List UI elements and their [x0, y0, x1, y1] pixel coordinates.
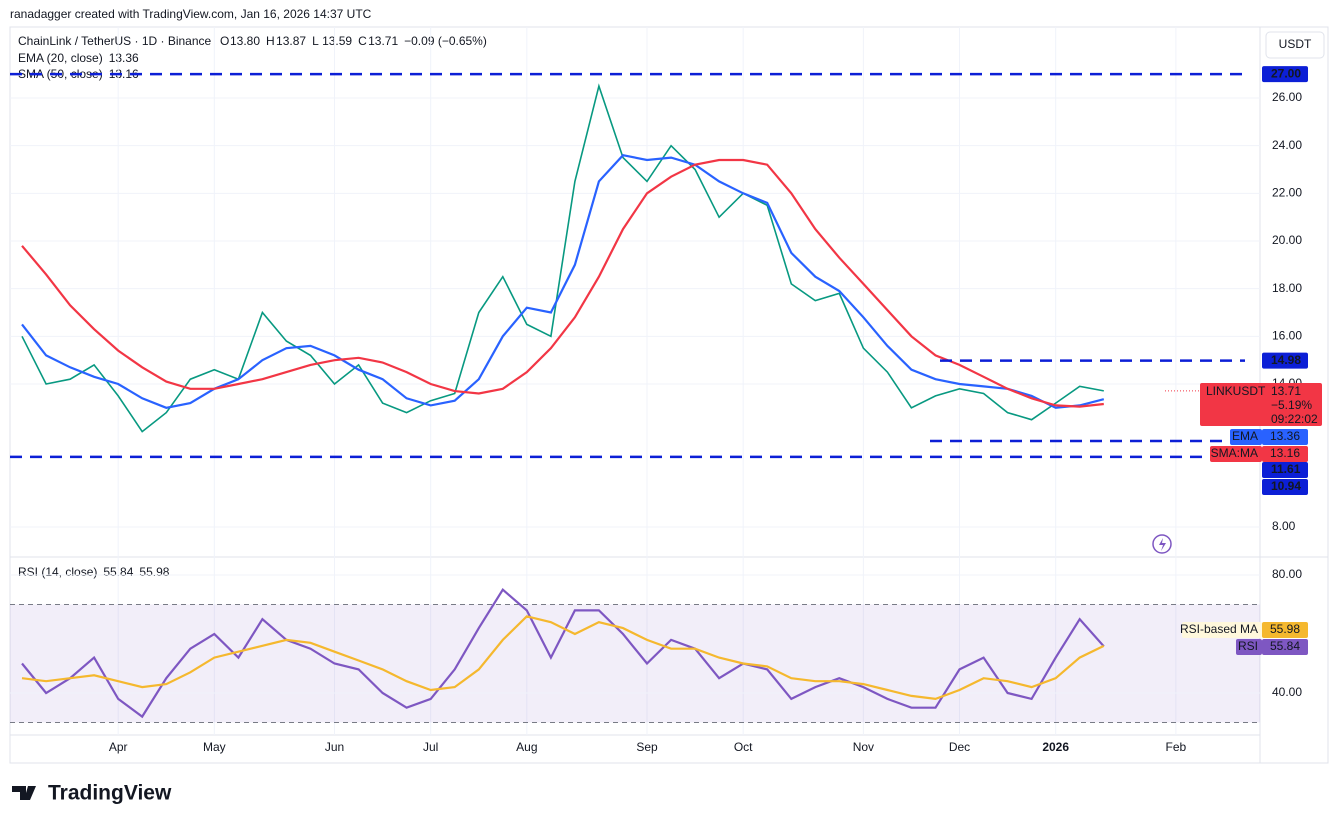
- level-tag-text: 11.61: [1271, 462, 1301, 476]
- symbol-title: ChainLink / TetherUS · 1D · Binance: [18, 34, 212, 48]
- series-line: [21, 83, 1104, 433]
- quote-label: L: [312, 34, 319, 48]
- rsi-legend-value: 55.98: [139, 565, 169, 579]
- quote-value: 13.80: [230, 34, 260, 48]
- series-line: [21, 154, 1105, 409]
- y-tick-label: 80.00: [1272, 567, 1302, 581]
- y-tick-label: 40.00: [1272, 685, 1302, 699]
- level-tag: [1262, 352, 1308, 369]
- price-tag-value: 13.71: [1271, 384, 1301, 398]
- x-tick-label: May: [203, 740, 226, 754]
- indicator-tag-value: 13.16: [1270, 446, 1300, 460]
- quote-value: 13.59: [322, 34, 352, 48]
- indicator-tag-name-text: SMA:MA: [1211, 446, 1258, 460]
- series-line: [21, 158, 1104, 408]
- indicator-tag: [1262, 622, 1308, 638]
- indicator-tag-name: [1236, 639, 1262, 655]
- series-line: [21, 588, 1105, 719]
- indicator-tag-value: 55.98: [1270, 622, 1300, 636]
- tv-logo: [12, 786, 36, 800]
- series-line: [21, 615, 1105, 701]
- indicator-tag-value: 55.84: [1270, 639, 1300, 653]
- price-change: −5.19%: [1271, 398, 1312, 412]
- indicator-value: 13.16: [109, 67, 139, 81]
- rsi-title: RSI (14, close): [18, 565, 97, 579]
- flash-glyph: [1159, 538, 1166, 551]
- indicator-tag: [1262, 446, 1308, 462]
- y-tick-label: 24.00: [1272, 138, 1302, 152]
- indicator-tag: [1262, 429, 1308, 445]
- y-tick-label: 18.00: [1272, 281, 1302, 295]
- indicator-label: EMA (20, close): [18, 51, 103, 65]
- x-tick-label: Dec: [949, 740, 970, 754]
- currency-button[interactable]: [1265, 31, 1325, 59]
- x-tick-label: Sep: [636, 740, 658, 754]
- indicator-tag-name-text: RSI-based MA: [1180, 622, 1258, 636]
- quote-value: 13.87: [276, 34, 306, 48]
- quote-label: O: [220, 34, 229, 48]
- level-tag-text: 10.94: [1271, 479, 1301, 493]
- x-tick-label: Aug: [516, 740, 537, 754]
- indicator-tag-name-text: EMA: [1232, 429, 1258, 443]
- level-tag: [1262, 462, 1308, 478]
- flash-icon[interactable]: [1152, 534, 1172, 554]
- level-tag: [1262, 479, 1308, 495]
- price-tag-name: LINKUSDT: [1206, 384, 1266, 398]
- level-tag-text: 27.00: [1271, 66, 1301, 80]
- indicator-tag-name: [1210, 446, 1262, 462]
- indicator-tag: [1262, 639, 1308, 655]
- x-tick-label: Oct: [734, 740, 753, 754]
- indicator-tag-name: [1230, 429, 1262, 445]
- currency[interactable]: USDT: [1279, 37, 1312, 51]
- y-tick-label: 22.00: [1272, 186, 1302, 200]
- indicator-tag-name-text: RSI: [1238, 639, 1258, 653]
- x-tick-label: Feb: [1166, 740, 1187, 754]
- indicator-tag-name: [1182, 622, 1262, 638]
- y-tick-label: 20.00: [1272, 233, 1302, 247]
- y-tick-label: 16.00: [1272, 328, 1302, 342]
- x-tick-label: Nov: [853, 740, 874, 754]
- indicator-value: 13.36: [109, 51, 139, 65]
- quote-value: 13.71: [368, 34, 398, 48]
- quote-label: H: [266, 34, 275, 48]
- x-tick-label: Jun: [325, 740, 344, 754]
- brand: TradingView: [48, 782, 172, 805]
- x-tick-label: 2026: [1042, 740, 1069, 754]
- level-tag-text: 14.98: [1271, 353, 1301, 367]
- quote-label: C: [358, 34, 367, 48]
- x-tick-label: Apr: [109, 740, 128, 754]
- y-tick-label: 8.00: [1272, 519, 1296, 533]
- indicator-tag-value: 13.36: [1270, 429, 1300, 443]
- x-tick-label: Jul: [423, 740, 438, 754]
- price-tag: [1200, 383, 1322, 426]
- countdown: 09:22:02: [1271, 412, 1318, 426]
- level-tag: [1262, 66, 1308, 83]
- quote-value: −0.09 (−0.65%): [404, 34, 487, 48]
- y-tick-label: 26.00: [1272, 90, 1302, 104]
- frame: [9, 26, 1329, 764]
- attribution: ranadagger created with TradingView.com,…: [10, 7, 372, 21]
